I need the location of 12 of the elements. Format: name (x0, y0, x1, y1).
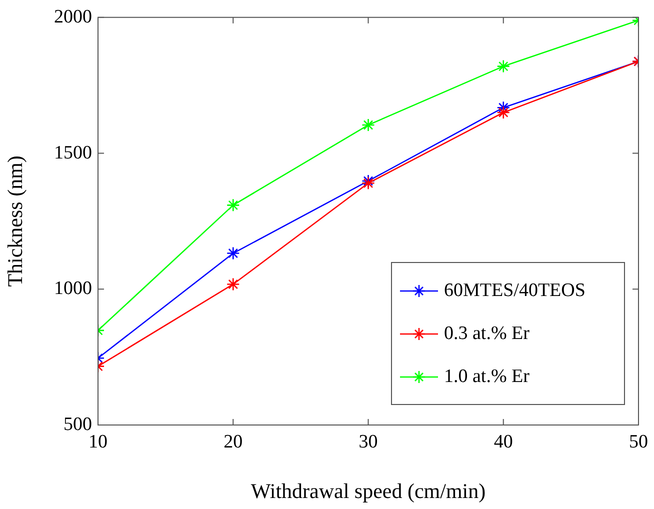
y-tick-label: 1500 (54, 142, 92, 164)
y-axis-title: Thickness (nm) (3, 156, 28, 287)
x-tick-label: 50 (629, 431, 648, 452)
legend-label: 0.3 at.% Er (444, 322, 530, 344)
y-tick-label: 1000 (54, 278, 92, 300)
legend-label: 1.0 at.% Er (444, 366, 530, 388)
x-tick-label: 30 (358, 431, 378, 452)
y-tick-label: 2000 (54, 6, 92, 28)
legend-label: 60MTES/40TEOS (444, 280, 586, 302)
x-tick-label: 40 (494, 431, 513, 452)
x-axis-title: Withdrawal speed (cm/min) (250, 478, 486, 503)
x-tick-label: 20 (224, 431, 243, 452)
